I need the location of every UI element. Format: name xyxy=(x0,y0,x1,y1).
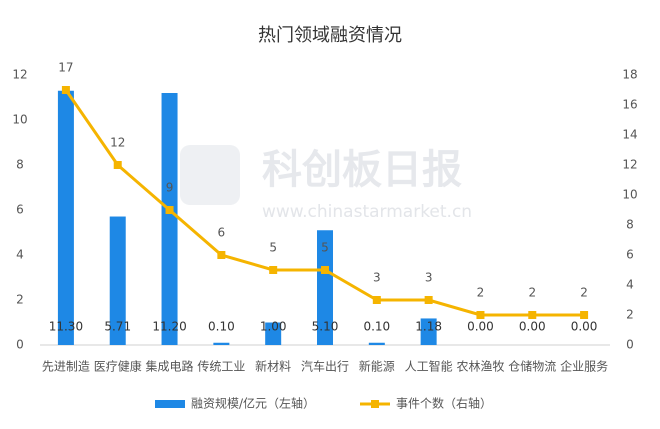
line-value-label: 5 xyxy=(321,241,329,255)
y2-tick-label: 10 xyxy=(622,188,637,202)
line-value-label: 9 xyxy=(166,181,174,195)
x-tick-label: 新能源 xyxy=(359,359,395,374)
x-tick-label: 企业服务 xyxy=(560,359,608,374)
line-marker xyxy=(321,266,329,274)
bar-value-label: 5.10 xyxy=(312,320,339,334)
x-tick-label: 人工智能 xyxy=(405,359,453,374)
line-marker xyxy=(61,86,70,94)
bar-value-label: 0.00 xyxy=(571,320,598,334)
y-tick-label: 12 xyxy=(12,68,27,82)
line-marker xyxy=(476,311,485,319)
y2-tick-label: 4 xyxy=(626,278,634,292)
line-marker xyxy=(269,266,278,274)
line-marker xyxy=(372,296,381,304)
y-tick-label: 8 xyxy=(16,158,24,172)
line-value-label: 3 xyxy=(373,271,381,285)
line-marker xyxy=(580,311,589,319)
y-tick-label: 10 xyxy=(12,113,27,127)
chart-title: 热门领域融资情况 xyxy=(258,25,402,46)
x-tick-label: 传统工业 xyxy=(197,359,245,374)
line-value-label: 2 xyxy=(528,286,536,300)
bar-value-label: 0.10 xyxy=(363,320,390,334)
legend-label: 事件个数（右轴） xyxy=(396,396,492,411)
y2-tick-label: 0 xyxy=(626,338,634,352)
bar-value-label: 0.10 xyxy=(208,320,235,334)
line-marker xyxy=(165,206,174,214)
line-value-label: 17 xyxy=(58,61,73,75)
line-marker xyxy=(113,161,122,169)
x-tick-label: 农林渔牧 xyxy=(456,360,504,374)
bar xyxy=(317,230,333,345)
line-marker xyxy=(424,296,433,304)
y-tick-label: 2 xyxy=(16,293,24,307)
bar xyxy=(265,322,282,345)
line-value-label: 5 xyxy=(269,241,277,255)
bar xyxy=(109,216,126,345)
watermark-text: 科创板日报 xyxy=(262,147,462,193)
x-tick-label: 先进制造 xyxy=(42,360,90,374)
bar-value-label: 11.20 xyxy=(152,320,186,334)
bar-value-label: 1.00 xyxy=(260,320,287,334)
x-tick-label: 新材料 xyxy=(255,359,291,374)
y2-tick-label: 18 xyxy=(622,68,637,82)
y2-tick-label: 2 xyxy=(626,308,634,322)
bar-value-label: 5.71 xyxy=(104,320,131,334)
y2-tick-label: 14 xyxy=(622,128,637,142)
bar xyxy=(161,93,178,345)
line-marker xyxy=(528,311,537,319)
line-value-label: 12 xyxy=(110,136,125,150)
watermark-url: www.chinastarmarket.cn xyxy=(262,202,472,222)
line-value-label: 2 xyxy=(580,286,588,300)
line-value-label: 2 xyxy=(477,286,485,300)
bar-value-label: 11.30 xyxy=(49,320,83,334)
bar xyxy=(57,90,74,345)
line-marker xyxy=(217,251,226,259)
y2-tick-label: 16 xyxy=(622,98,637,112)
y2-tick-label: 8 xyxy=(626,218,634,232)
x-tick-label: 汽车出行 xyxy=(301,359,349,374)
bar-value-label: 0.00 xyxy=(467,320,494,334)
y-tick-label: 0 xyxy=(16,338,24,352)
legend-swatch xyxy=(371,400,379,408)
bar xyxy=(368,342,385,345)
watermark-logo xyxy=(180,145,240,205)
y-tick-label: 6 xyxy=(16,203,24,217)
x-tick-label: 集成电路 xyxy=(146,359,194,374)
y2-tick-label: 12 xyxy=(622,158,637,172)
line-value-label: 6 xyxy=(218,226,226,240)
bar-value-label: 0.00 xyxy=(519,320,546,334)
bar-value-label: 1.18 xyxy=(415,320,442,334)
line-value-label: 3 xyxy=(425,271,433,285)
bar xyxy=(213,342,230,345)
y2-tick-label: 6 xyxy=(626,248,634,262)
legend-label: 融资规模/亿元（左轴） xyxy=(191,396,315,411)
y-tick-label: 4 xyxy=(16,248,24,262)
x-tick-label: 医疗健康 xyxy=(94,359,142,374)
x-tick-label: 仓储物流 xyxy=(508,359,556,374)
bar xyxy=(420,318,437,345)
legend-swatch xyxy=(155,400,185,408)
